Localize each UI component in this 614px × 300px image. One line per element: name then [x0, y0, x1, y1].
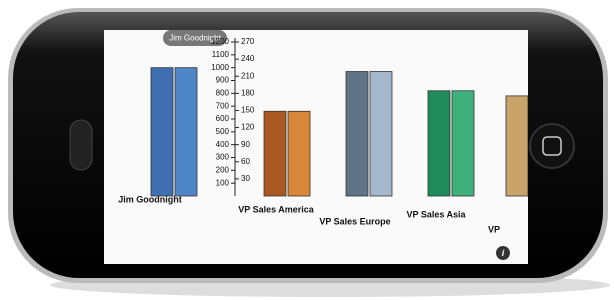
y-tick-label: 300	[216, 153, 230, 162]
bar	[288, 111, 310, 196]
y-tick-label: 500	[216, 127, 230, 136]
y2-tick-label: 180	[241, 88, 255, 97]
y2-tick-label: 120	[241, 123, 255, 132]
y2-tick-label: 270	[241, 37, 255, 46]
x-tick-label: VP Sales Europe	[319, 216, 390, 226]
y2-tick-label: 30	[241, 174, 250, 183]
bar	[452, 91, 474, 196]
x-tick-label: Jim Goodnight	[118, 194, 182, 204]
x-tick-label: VP	[488, 224, 500, 234]
y-tick-label: 100	[216, 178, 230, 187]
y2-tick-label: 90	[241, 140, 250, 149]
y-tick-label: 400	[216, 140, 230, 149]
y-tick-label: 900	[216, 76, 230, 85]
y-tick-label: 1100	[212, 50, 230, 59]
phone-scene: Jim Goodnight Jim GoodnightVP Sales Amer…	[0, 0, 614, 300]
y-tick-label: 1000	[211, 63, 229, 72]
bar	[175, 68, 197, 196]
y2-tick-label: 240	[241, 54, 255, 63]
home-button[interactable]	[530, 124, 574, 168]
y2-tick-label: 210	[241, 71, 255, 80]
speaker	[70, 120, 92, 170]
bar	[346, 72, 368, 196]
y-tick-label: 800	[216, 88, 230, 97]
y-tick-label: 600	[216, 114, 230, 123]
page: Jim Goodnight Jim GoodnightVP Sales Amer…	[0, 0, 614, 300]
x-tick-label: VP Sales America	[238, 204, 315, 214]
y-tick-label: 700	[216, 101, 230, 110]
x-tick-label: VP Sales Asia	[406, 209, 466, 219]
bar	[370, 72, 392, 196]
y2-tick-label: 150	[241, 106, 255, 115]
bar	[506, 96, 528, 196]
bar	[428, 91, 450, 196]
bar	[264, 111, 286, 196]
y-tick-label: 1200	[211, 37, 229, 46]
bar	[151, 68, 173, 196]
y-tick-label: 200	[216, 165, 230, 174]
y2-tick-label: 60	[241, 157, 250, 166]
